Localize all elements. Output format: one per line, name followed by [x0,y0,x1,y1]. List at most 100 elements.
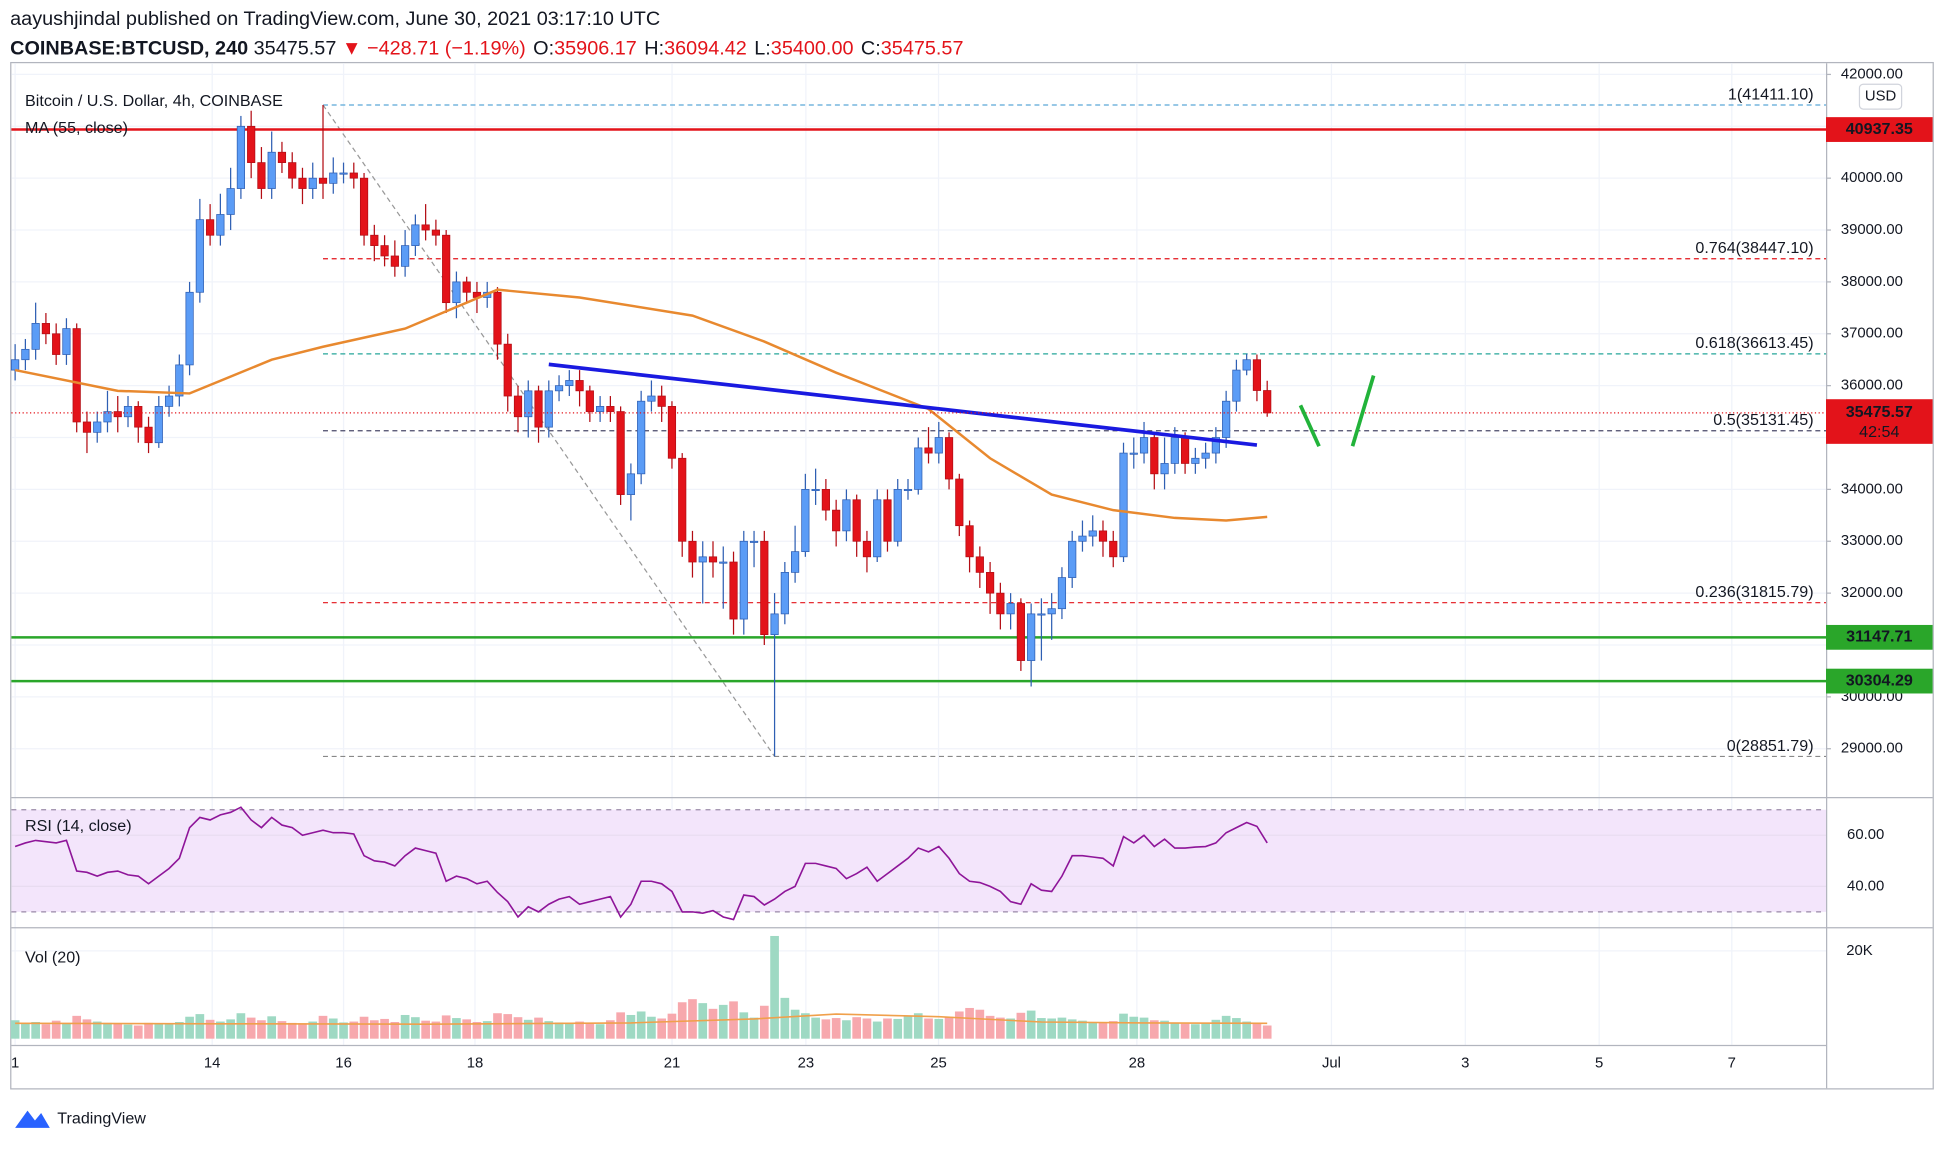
candle-body [62,328,71,355]
volume-bar [21,1022,30,1039]
volume-bar [585,1022,595,1039]
volume-bar [287,1022,297,1039]
volume-bar [472,1022,482,1039]
volume-bar [790,1009,800,1039]
volume-bar [174,1022,184,1039]
volume-bar [103,1022,112,1039]
ohlc-key: L: [754,38,771,60]
volume-bar [72,1015,82,1039]
fib-label: 0.5(35131.45) [1713,411,1813,429]
candle-body [996,592,1005,615]
logo-icon [15,1110,50,1128]
price-tag [1826,399,1933,444]
candle-body [770,613,779,636]
candle-body [113,411,122,418]
volume-bar [996,1017,1005,1039]
candle-body [1150,437,1159,475]
candle-body [729,561,738,620]
candle-body [1129,452,1138,455]
fib-label: 0(28851.79) [1727,737,1814,755]
candle-body [575,380,584,392]
volume-bar [718,1004,728,1039]
y-tick-label: 33000.00 [1841,533,1903,549]
volume-bar [749,1017,759,1039]
volume-bar [133,1025,143,1039]
candle-body [1201,452,1210,459]
ma-legend: MA (55, close) [25,119,128,137]
x-tick-label: 25 [930,1055,947,1071]
x-tick-label: 18 [467,1055,484,1071]
volume-bar [780,997,790,1039]
volume-bar [441,1015,451,1039]
candle-body [955,478,964,527]
candle-body [134,406,143,428]
volume-bar [1108,1021,1118,1039]
y-tick-label: 40000.00 [1841,170,1903,186]
fib-label: 0.618(36613.45) [1695,334,1813,352]
volume-bar [1088,1022,1098,1039]
published: published on TradingView.com, June 30, 2… [126,8,660,30]
candle-body [493,291,502,345]
volume-bar [1119,1013,1128,1039]
candle-body [667,406,677,459]
candle-body [195,219,204,293]
rsi-band [11,809,1827,912]
candle-body [965,525,974,558]
volume-tick-label: 20K [1846,943,1873,959]
volume-bar [411,1017,420,1039]
candle-body [41,323,50,335]
y-tick-label: 39000.00 [1841,222,1903,238]
logo-shape [15,1110,50,1128]
volume-bar [1232,1018,1241,1039]
symbol: COINBASE:BTCUSD, 240 [10,38,248,60]
plot: 1(41411.10) 0.764(38447.10) 0.618(36613.45… [10,85,1827,1039]
volume-bar [1242,1021,1252,1039]
volume-bar [606,1020,615,1039]
volume-bar [575,1021,584,1039]
x-tick-label: 21 [664,1055,681,1071]
candle-body [1222,400,1231,438]
x-tick-label: Jul [1322,1055,1341,1071]
candle-body [760,540,769,636]
volume-bar [1057,1017,1067,1039]
volume-bar [216,1021,225,1039]
candle-body [401,245,410,267]
candle-body [52,333,61,355]
candle-body [144,426,153,444]
candle-body [31,323,40,350]
x-tick-label: 5 [1595,1055,1603,1071]
volume-ma-line [15,1013,1268,1026]
candle-body [883,499,892,542]
volume-bar [328,1018,338,1039]
volume-bar [1262,1025,1272,1039]
volume-bar [1221,1015,1231,1039]
volume-bar [257,1020,266,1039]
volume-bar [688,999,697,1039]
candle-body [154,406,163,444]
candle-body [206,219,215,236]
volume-bar [482,1021,492,1039]
fib-label: 0.236(31815.79) [1695,583,1813,601]
candle-body [1027,613,1036,661]
volume-bar [759,1005,769,1039]
volume-bar [82,1019,92,1039]
header-line: aayushjindal published on TradingView.co… [10,8,660,30]
candle-body [1252,359,1262,391]
ohlc-value: 36094.42 [664,38,747,60]
candle-body [821,489,830,511]
volume-bar [226,1019,235,1039]
volume-bar [431,1021,441,1039]
volume-bar [359,1016,369,1039]
volume-bar [564,1023,574,1039]
candle-body [708,556,718,563]
author: aayushjindal [10,8,120,30]
candle-body [339,172,348,175]
candle-body [123,406,133,418]
volume-bar [883,1018,892,1039]
volume-bar [390,1022,400,1039]
volume-bar [626,1014,636,1039]
chart-title: Bitcoin / U.S. Dollar, 4h, COINBASE [25,92,283,110]
volume-bar [298,1023,307,1039]
